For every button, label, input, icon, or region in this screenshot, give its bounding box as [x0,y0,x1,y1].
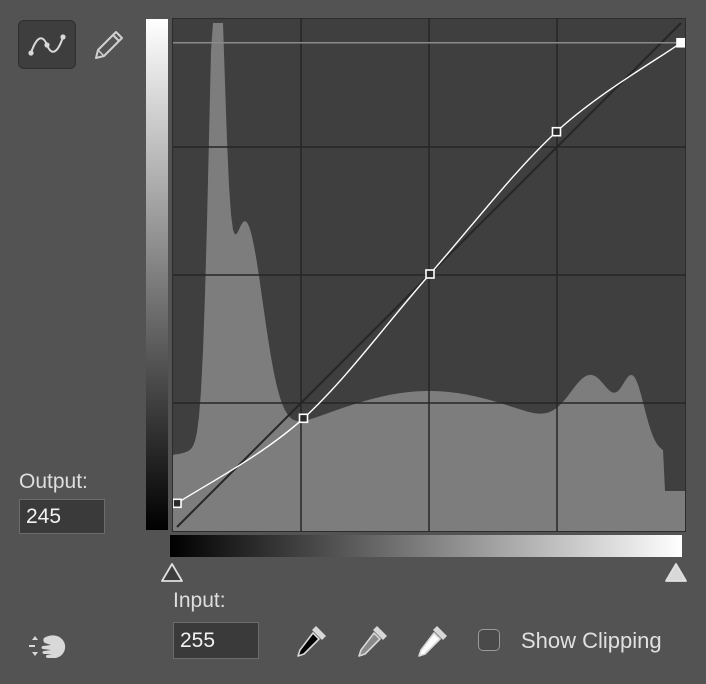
input-gradient-bar [170,535,682,557]
show-clipping-label[interactable]: Show Clipping [521,628,662,653]
output-label: Output: [19,470,88,493]
targeted-adjustment-icon[interactable] [26,630,68,662]
curve-control-point[interactable] [298,413,309,424]
curve-control-point[interactable] [551,126,562,137]
black-point-slider[interactable] [159,561,185,585]
white-point-slider[interactable] [663,561,689,585]
curves-graph-canvas[interactable] [172,19,686,531]
eyedropper-black-icon[interactable] [292,620,332,662]
curve-point-icon [28,34,66,56]
output-field[interactable] [19,499,105,534]
input-label: Input: [173,589,226,612]
curve-control-point[interactable] [676,37,686,48]
show-clipping-checkbox[interactable] [478,629,500,651]
output-gradient-bar [146,19,168,530]
curve-control-point[interactable] [425,269,435,279]
curves-graph[interactable] [172,18,686,532]
curve-point-tool-button[interactable] [18,20,76,69]
eyedropper-gray-icon[interactable] [353,620,393,662]
graph-grid [173,19,685,531]
eyedropper-white-icon[interactable] [413,620,453,662]
input-field[interactable] [173,622,259,659]
pencil-tool-button[interactable] [88,24,128,64]
curve-control-point[interactable] [172,498,182,509]
pencil-icon [95,31,123,59]
